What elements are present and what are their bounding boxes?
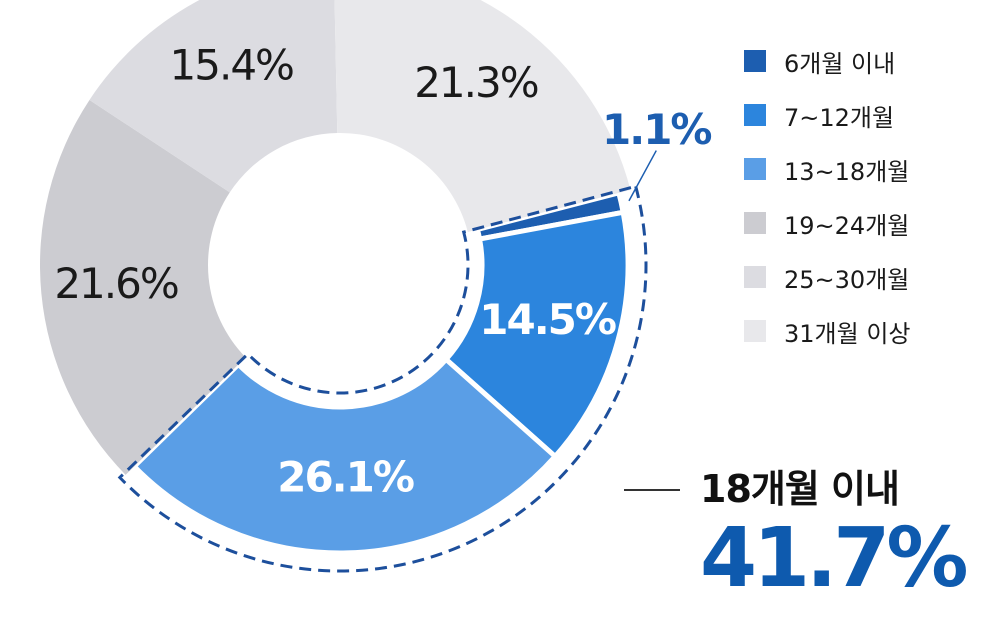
slice-5 (334, 0, 631, 232)
legend-swatch (744, 212, 766, 234)
legend-item: 31개월 이상 (744, 304, 911, 358)
legend-item: 25~30개월 (744, 250, 911, 304)
slice-label-0: 1.1% (602, 105, 711, 154)
callout: 18개월 이내 41.7% (700, 458, 968, 606)
legend-item: 7~12개월 (744, 88, 911, 142)
legend-label: 13~18개월 (784, 157, 910, 186)
callout-value: 41.7% (700, 511, 968, 606)
donut-slices (40, 0, 631, 556)
slice-label-2: 26.1% (277, 452, 414, 501)
slice-4 (89, 0, 338, 193)
slice-1 (442, 209, 631, 460)
legend-item: 13~18개월 (744, 142, 911, 196)
callout-title: 18개월 이내 (700, 467, 900, 511)
legend-label: 7~12개월 (784, 103, 895, 132)
slice-label-1: 14.5% (479, 295, 616, 344)
legend-swatch (744, 158, 766, 180)
highlight-dashed-outline (117, 184, 648, 573)
slice-labels: 1.1% 14.5% 26.1% 21.6% 15.4% 21.3% (54, 41, 713, 502)
legend-item: 19~24개월 (744, 196, 911, 250)
legend: 6개월 이내 7~12개월 13~18개월 19~24개월 25~30개월 31개월 이상 (744, 34, 911, 358)
legend-label: 6개월 이내 (784, 49, 896, 78)
slice-3 (40, 99, 246, 475)
legend-label: 31개월 이상 (784, 319, 911, 348)
legend-label: 19~24개월 (784, 211, 910, 240)
legend-swatch (744, 320, 766, 342)
callout-leader-line (624, 489, 680, 491)
highlight-outlines (117, 184, 648, 573)
legend-label: 25~30개월 (784, 265, 910, 294)
legend-swatch (744, 50, 766, 72)
slice-label-4: 15.4% (170, 41, 294, 90)
legend-swatch (744, 266, 766, 288)
legend-swatch (744, 104, 766, 126)
slice-label-3: 21.6% (54, 259, 178, 308)
slice-label-5: 21.3% (414, 58, 538, 107)
small-slice-leader-line (628, 150, 657, 202)
legend-item: 6개월 이내 (744, 34, 911, 88)
slice-2 (130, 355, 559, 556)
